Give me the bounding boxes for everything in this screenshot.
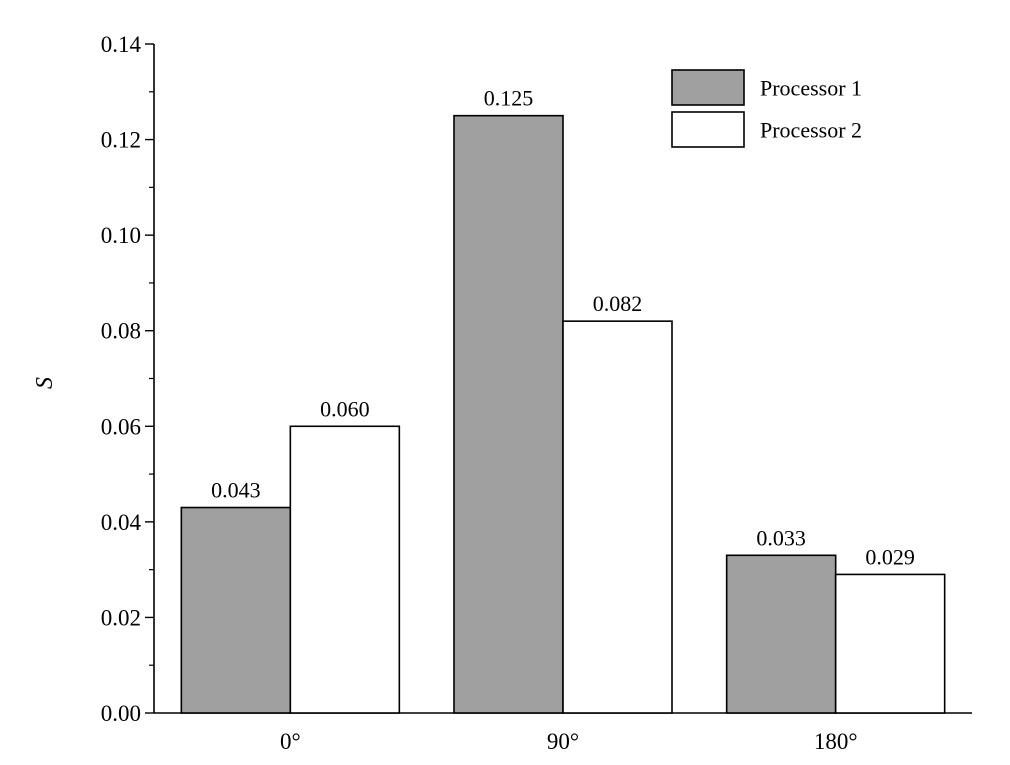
data-label: 0.043 [211, 478, 261, 503]
y-tick-label: 0.12 [101, 128, 141, 153]
bars [180, 114, 946, 714]
data-label: 0.029 [865, 544, 915, 569]
y-tick-label: 0.08 [101, 319, 141, 344]
y-axis-label: S [32, 377, 58, 389]
bar-1-3 [725, 554, 837, 714]
x-tick-label: 90° [547, 729, 579, 754]
data-label: 0.125 [484, 86, 534, 111]
y-tick-label: 0.14 [101, 32, 142, 57]
data-label: 0.060 [320, 396, 370, 421]
y-tick-label: 0.00 [101, 701, 141, 726]
legend-swatch-2 [671, 111, 745, 148]
legend-swatch-1 [671, 69, 745, 106]
legend-label-2: Processor 2 [760, 118, 862, 143]
bar-2-2 [562, 320, 673, 714]
bar-2-1 [289, 425, 401, 714]
y-tick-label: 0.06 [101, 414, 141, 439]
y-tick-label: 0.02 [101, 605, 141, 630]
value-labels: 0.043 0.060 0.125 0.082 0.033 0.029 [211, 86, 915, 570]
axes: 0.00 0.02 0.04 0.06 0.08 0.10 0.12 0.14 0° 90° 180… [101, 32, 972, 754]
bar-2-3 [834, 573, 946, 714]
x-tick-label: 180° [814, 729, 858, 754]
y-tick-label: 0.04 [101, 510, 142, 535]
data-label: 0.033 [756, 525, 806, 550]
bar-1-2 [453, 114, 564, 714]
x-tick-label: 0° [280, 729, 301, 754]
y-tick-label: 0.10 [101, 223, 141, 248]
bar-1-1 [180, 506, 292, 714]
data-label: 0.082 [593, 291, 643, 316]
legend-label-1: Processor 1 [760, 76, 862, 101]
legend: Processor 1 Processor 2 [671, 69, 862, 148]
